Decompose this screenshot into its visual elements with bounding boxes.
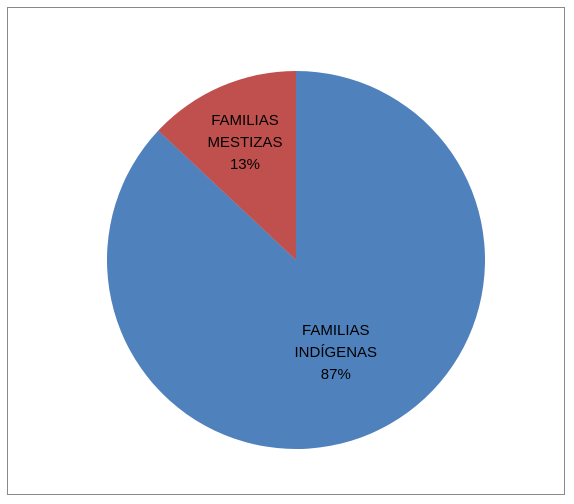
- pie-label-line: MESTIZAS: [207, 134, 282, 151]
- pie-labels: FAMILIAS INDÍGENAS 87% FAMILIAS MESTIZAS 13%: [207, 112, 377, 383]
- pie-label-line: FAMILIAS: [302, 322, 370, 339]
- pie-slice-0: [106, 71, 485, 449]
- pie-label-value: 87%: [321, 366, 351, 383]
- pie-label-1: FAMILIAS MESTIZAS 13%: [207, 112, 282, 173]
- pie-slice-1: [158, 71, 296, 260]
- pie-slices: [106, 71, 485, 449]
- pie-label-line: FAMILIAS: [211, 112, 279, 129]
- pie-label-value: 13%: [230, 156, 260, 173]
- pie-label-line: INDÍGENAS: [295, 344, 378, 361]
- pie-label-0: FAMILIAS INDÍGENAS 87%: [295, 322, 378, 383]
